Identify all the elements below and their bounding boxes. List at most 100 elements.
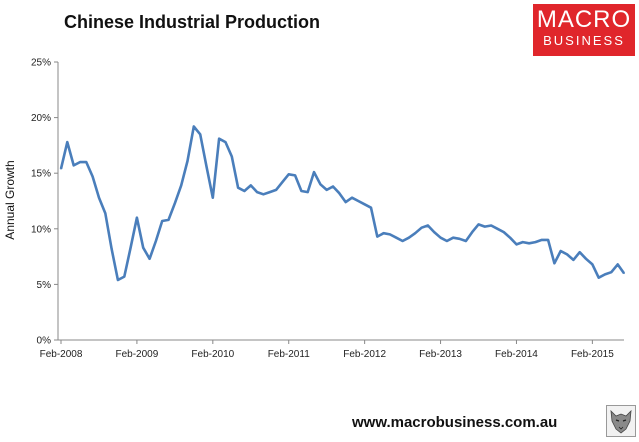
data-point [547, 239, 549, 241]
data-point [471, 231, 474, 233]
y-tick-label: 15% [31, 169, 51, 180]
series-group [59, 125, 626, 282]
data-point [541, 239, 543, 241]
data-point [446, 240, 448, 242]
data-point [522, 241, 524, 243]
data-point [313, 171, 315, 173]
data-point [484, 225, 486, 228]
data-point [218, 137, 220, 140]
data-point [477, 223, 480, 226]
data-point [332, 185, 334, 188]
data-point [155, 240, 157, 242]
data-point [559, 250, 562, 252]
chart-title: Chinese Industrial Production [64, 12, 321, 32]
y-tick-labels: 0% 5% 10% 15% 20% 25% [31, 58, 51, 347]
x-tick-labels: Feb-2008 Feb-2009 Feb-2010 Feb-2011 Feb-2012… [40, 349, 615, 360]
x-tick-label: Feb-2009 [116, 349, 159, 360]
data-point [604, 273, 606, 276]
data-point [123, 275, 126, 278]
data-point [91, 175, 94, 178]
y-tick-label: 25% [31, 58, 51, 69]
data-point [503, 231, 505, 233]
data-point [300, 190, 303, 192]
data-point [72, 164, 75, 167]
x-tick-label: Feb-2011 [268, 349, 311, 360]
data-point [401, 240, 404, 242]
data-point [351, 196, 353, 199]
chart-axes [54, 61, 624, 344]
y-tick-label: 0% [37, 336, 52, 347]
data-point [287, 173, 290, 176]
data-point [85, 161, 88, 163]
data-point [338, 192, 341, 194]
data-point [199, 133, 201, 136]
data-point [458, 238, 461, 240]
data-point [325, 189, 328, 191]
data-point [319, 183, 322, 186]
data-point [98, 196, 100, 199]
data-point [389, 233, 391, 236]
data-point [382, 232, 385, 234]
x-tick-label: Feb-2015 [571, 349, 614, 360]
logo-line-macro: MACRO [536, 6, 632, 33]
website-url[interactable]: www.macrobusiness.com.au [352, 414, 558, 431]
x-tick-label: Feb-2012 [343, 349, 386, 360]
data-point [275, 189, 277, 191]
data-point [306, 191, 309, 193]
data-point [294, 174, 296, 177]
data-point [344, 201, 347, 203]
data-point [186, 160, 189, 162]
data-point [231, 155, 233, 158]
x-tick-label: Feb-2010 [191, 349, 234, 360]
data-point [262, 193, 265, 196]
data-point [117, 279, 119, 281]
data-point [104, 212, 107, 214]
data-point [566, 253, 568, 256]
data-point [623, 272, 625, 275]
data-point [585, 258, 587, 260]
data-point [578, 251, 581, 253]
data-point [553, 262, 556, 265]
data-point [376, 235, 379, 238]
data-point [224, 141, 227, 143]
data-point [597, 276, 600, 279]
data-point [237, 186, 239, 189]
data-point [205, 165, 208, 168]
y-axis-label: Annual Growth [3, 160, 17, 239]
x-tick-label: Feb-2008 [40, 349, 83, 360]
data-point [610, 271, 613, 274]
data-point [572, 259, 575, 261]
data-point [129, 246, 132, 249]
data-point [465, 240, 467, 242]
data-point [515, 243, 518, 246]
data-point [534, 241, 537, 243]
data-point [243, 190, 246, 192]
data-point [161, 220, 163, 222]
x-tick-label: Feb-2013 [419, 349, 462, 360]
data-point [408, 236, 410, 239]
data-point [269, 191, 271, 193]
series-line [59, 125, 626, 282]
data-point [427, 224, 429, 227]
data-point [591, 263, 594, 266]
data-point [496, 228, 499, 230]
data-point [142, 246, 144, 249]
data-point [66, 141, 69, 143]
data-point [357, 200, 360, 202]
data-point [414, 232, 417, 234]
data-point [110, 248, 113, 250]
y-tick-label: 20% [31, 113, 51, 124]
data-point [136, 216, 138, 219]
y-tick-label: 5% [37, 280, 52, 291]
x-tick-label: Feb-2014 [495, 349, 538, 360]
data-point [420, 226, 423, 229]
data-point [370, 206, 372, 209]
data-point [79, 161, 81, 163]
data-point [439, 236, 442, 239]
data-point [250, 184, 252, 187]
data-point [452, 236, 455, 239]
data-point [180, 184, 182, 187]
data-point [167, 219, 170, 221]
wolf-icon [606, 405, 636, 437]
data-point [193, 125, 195, 128]
